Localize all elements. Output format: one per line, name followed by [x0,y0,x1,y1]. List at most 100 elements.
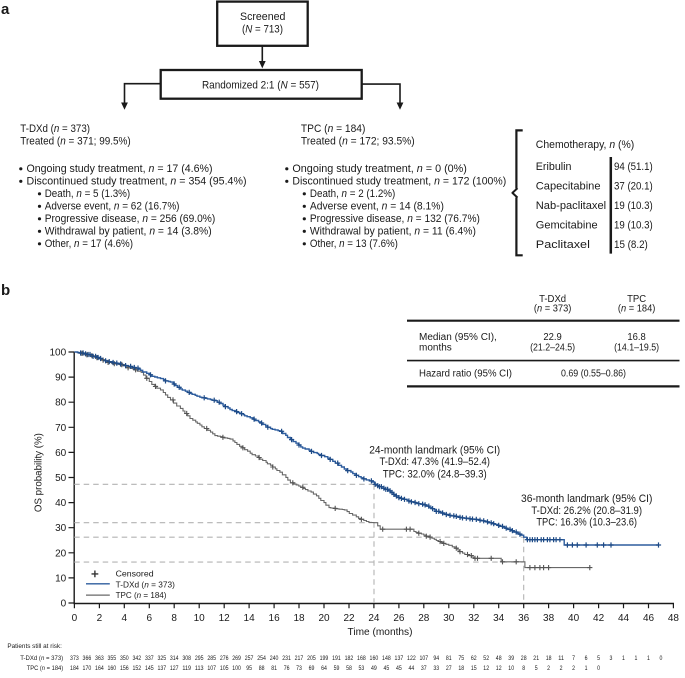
svg-text:182: 182 [345,655,354,662]
svg-text:64: 64 [321,665,327,672]
svg-text:94 (51.1): 94 (51.1) [614,161,653,173]
svg-text:Capecitabine: Capecitabine [536,181,601,193]
svg-text:TPC: 16.3% (10.3–23.6): TPC: 16.3% (10.3–23.6) [536,517,637,529]
svg-text:2: 2 [560,665,563,672]
svg-text:TPC: TPC [627,294,646,305]
svg-text:50: 50 [55,473,67,484]
svg-text:30: 30 [443,613,455,624]
svg-text:38: 38 [543,613,555,624]
svg-text:Death, n = 2 (1.2%): Death, n = 2 (1.2%) [310,188,395,200]
svg-text:Ongoing study treatment, n = 0: Ongoing study treatment, n = 0 (0%) [292,163,466,175]
svg-text:Withdrawal by patient, n = 14: Withdrawal by patient, n = 14 (3.8%) [45,226,212,238]
svg-text:Gemcitabine: Gemcitabine [536,220,598,232]
svg-text:28: 28 [418,613,430,624]
svg-text:44: 44 [618,613,630,624]
svg-text:0.69 (0.55–0.86): 0.69 (0.55–0.86) [561,368,626,379]
svg-text:6: 6 [147,613,153,624]
svg-text:10: 10 [55,573,67,584]
svg-text:Eribulin: Eribulin [536,161,572,173]
svg-text:2: 2 [97,613,103,624]
svg-text:a: a [1,1,10,18]
svg-text:16.8: 16.8 [627,332,646,343]
svg-text:53: 53 [359,665,365,672]
svg-text:(21.2–24.5): (21.2–24.5) [530,343,575,354]
svg-text:37: 37 [421,665,427,672]
svg-text:73: 73 [296,665,302,672]
svg-text:122: 122 [407,655,416,662]
svg-text:337: 337 [145,655,154,662]
svg-text:T-DXd: T-DXd [539,294,566,305]
svg-text:Chemotherapy, n (%): Chemotherapy, n (%) [536,139,635,151]
svg-text:184: 184 [70,665,79,672]
svg-text:148: 148 [382,655,391,662]
svg-text:314: 314 [170,655,179,662]
svg-text:363: 363 [95,655,104,662]
svg-text:16: 16 [269,613,281,624]
svg-text:11: 11 [558,655,564,662]
svg-text:1: 1 [647,655,650,662]
svg-text:119: 119 [182,665,191,672]
svg-text:81: 81 [446,655,452,662]
svg-text:33: 33 [433,665,439,672]
svg-text:18: 18 [293,613,305,624]
svg-text:T-DXd (n = 373): T-DXd (n = 373) [20,655,63,662]
svg-text:217: 217 [295,655,304,662]
svg-text:44: 44 [409,665,415,672]
svg-text:24-month landmark (95% CI): 24-month landmark (95% CI) [369,444,500,456]
svg-text:160: 160 [370,655,379,662]
svg-text:46: 46 [643,613,655,624]
svg-text:Other, n = 13 (7.6%): Other, n = 13 (7.6%) [310,238,398,250]
svg-text:137: 137 [395,655,404,662]
svg-text:1: 1 [622,655,625,662]
svg-text:Withdrawal by patient, n = 11: Withdrawal by patient, n = 11 (6.4%) [310,226,476,238]
svg-text:Adverse event, n = 62 (16.7%): Adverse event, n = 62 (16.7%) [45,201,180,213]
svg-text:105: 105 [220,665,229,672]
svg-text:58: 58 [346,665,352,672]
svg-text:TPC: 32.0% (24.8–39.3): TPC: 32.0% (24.8–39.3) [383,468,487,480]
svg-text:2: 2 [547,665,550,672]
svg-text:0: 0 [660,655,663,662]
svg-text:(n = 184): (n = 184) [618,304,656,315]
svg-text:T-DXd: 47.3% (41.9–52.4): T-DXd: 47.3% (41.9–52.4) [379,456,490,468]
svg-text:Ongoing study treatment, n = 1: Ongoing study treatment, n = 17 (4.6%) [27,163,213,175]
svg-text:34: 34 [493,613,505,624]
svg-text:TPC (n = 184): TPC (n = 184) [27,665,64,672]
svg-text:Hazard ratio (95% CI): Hazard ratio (95% CI) [419,368,512,379]
svg-text:100: 100 [50,348,67,359]
svg-text:164: 164 [95,665,104,672]
svg-text:48: 48 [668,613,680,624]
svg-text:127: 127 [170,665,179,672]
svg-text:Paclitaxel: Paclitaxel [536,239,590,251]
svg-text:240: 240 [270,655,279,662]
svg-text:113: 113 [195,665,204,672]
svg-text:30: 30 [55,523,67,534]
svg-text:45: 45 [396,665,402,672]
svg-text:32: 32 [468,613,480,624]
svg-text:145: 145 [145,665,154,672]
svg-text:205: 205 [307,655,316,662]
svg-text:Censored: Censored [116,568,154,578]
svg-text:45: 45 [384,665,390,672]
svg-text:254: 254 [257,655,266,662]
svg-text:5: 5 [597,655,600,662]
svg-text:22: 22 [343,613,355,624]
svg-text:76: 76 [284,665,290,672]
svg-text:70: 70 [55,423,67,434]
svg-text:15 (8.2): 15 (8.2) [614,239,648,251]
svg-text:342: 342 [132,655,141,662]
svg-text:295: 295 [195,655,204,662]
svg-text:8: 8 [522,665,525,672]
svg-text:355: 355 [107,655,116,662]
svg-text:21: 21 [533,655,539,662]
svg-text:Other, n = 17 (4.6%): Other, n = 17 (4.6%) [45,238,133,250]
svg-text:40: 40 [568,613,580,624]
svg-text:257: 257 [245,655,254,662]
svg-text:36: 36 [518,613,530,624]
svg-text:94: 94 [433,655,439,662]
svg-text:T-DXd (n = 373): T-DXd (n = 373) [116,579,175,589]
svg-text:12: 12 [483,665,489,672]
svg-text:Patients still at risk:: Patients still at risk: [7,643,62,650]
svg-text:Discontinued study treatment,: Discontinued study treatment, n = 354 (9… [27,176,247,188]
svg-text:37 (20.1): 37 (20.1) [614,181,653,193]
svg-text:308: 308 [182,655,191,662]
